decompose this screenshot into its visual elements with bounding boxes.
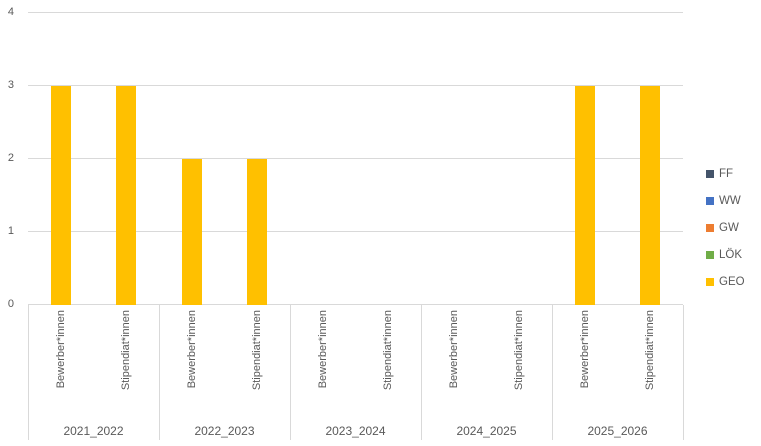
legend-swatch-icon — [706, 169, 714, 178]
category-label: Stipendiat*innen — [251, 310, 264, 391]
legend-item-gw: GW — [706, 214, 745, 241]
group-label: 2025_2026 — [587, 424, 648, 438]
legend: FF WW GW LÖK GEO — [706, 160, 745, 295]
bar-geo-2021_2022-cat0 — [50, 86, 71, 305]
legend-swatch-icon — [706, 196, 714, 205]
legend-label: WW — [719, 194, 741, 207]
bar-geo-2025_2026-cat1 — [640, 86, 661, 305]
group-label: 2021_2022 — [63, 424, 124, 438]
category-label: Stipendiat*innen — [120, 310, 133, 391]
group-separator — [421, 305, 422, 440]
bar-geo-2025_2026-cat0 — [574, 86, 595, 305]
y-tick-label: 3 — [7, 79, 14, 91]
category-label: Bewerber*innen — [578, 310, 591, 389]
category-label: Bewerber*innen — [316, 310, 329, 389]
legend-label: FF — [719, 167, 734, 180]
legend-label: GEO — [719, 275, 745, 288]
legend-item-geo: GEO — [706, 268, 745, 295]
legend-item-ff: FF — [706, 160, 745, 187]
bar-geo-2022_2023-cat1 — [247, 159, 268, 305]
legend-swatch-icon — [706, 277, 714, 286]
legend-item-lök: LÖK — [706, 241, 745, 268]
legend-item-ww: WW — [706, 187, 745, 214]
gridline — [28, 12, 683, 13]
category-label: Bewerber*innen — [54, 310, 67, 389]
y-tick-label: 1 — [7, 225, 14, 237]
group-label: 2022_2023 — [194, 424, 255, 438]
y-tick-label: 4 — [7, 6, 14, 18]
legend-label: GW — [719, 221, 739, 234]
bar-geo-2022_2023-cat0 — [181, 159, 202, 305]
group-label: 2023_2024 — [325, 424, 386, 438]
y-tick-label: 2 — [7, 152, 14, 164]
legend-swatch-icon — [706, 250, 714, 259]
group-separator — [159, 305, 160, 440]
category-label: Bewerber*innen — [447, 310, 460, 389]
category-label: Stipendiat*innen — [513, 310, 526, 391]
legend-swatch-icon — [706, 223, 714, 232]
category-label: Stipendiat*innen — [382, 310, 395, 391]
category-label: Bewerber*innen — [185, 310, 198, 389]
group-label: 2024_2025 — [456, 424, 517, 438]
group-separator — [552, 305, 553, 440]
y-tick-label: 0 — [7, 298, 14, 310]
gridline — [28, 85, 683, 86]
group-separator — [290, 305, 291, 440]
x-axis-line — [28, 304, 683, 305]
bar-geo-2021_2022-cat1 — [116, 86, 137, 305]
category-label: Stipendiat*innen — [644, 310, 657, 391]
group-separator — [28, 305, 29, 440]
legend-label: LÖK — [719, 248, 743, 261]
gridline — [28, 231, 683, 232]
gridline — [28, 158, 683, 159]
group-separator — [683, 305, 684, 440]
